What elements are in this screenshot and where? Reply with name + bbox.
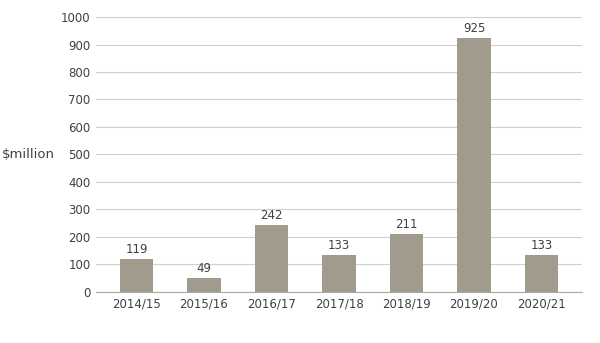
Text: 925: 925 <box>463 22 485 35</box>
Text: 133: 133 <box>328 239 350 252</box>
Text: $million: $million <box>1 148 55 161</box>
Bar <box>119 259 154 292</box>
Text: 242: 242 <box>260 209 283 222</box>
Bar <box>322 255 356 292</box>
Bar <box>254 225 289 292</box>
Bar <box>389 234 424 292</box>
Bar <box>457 38 491 292</box>
Bar <box>187 278 221 292</box>
Text: 49: 49 <box>197 262 212 275</box>
Text: 133: 133 <box>530 239 553 252</box>
Bar <box>524 255 559 292</box>
Text: 211: 211 <box>395 218 418 231</box>
Text: 119: 119 <box>125 243 148 256</box>
